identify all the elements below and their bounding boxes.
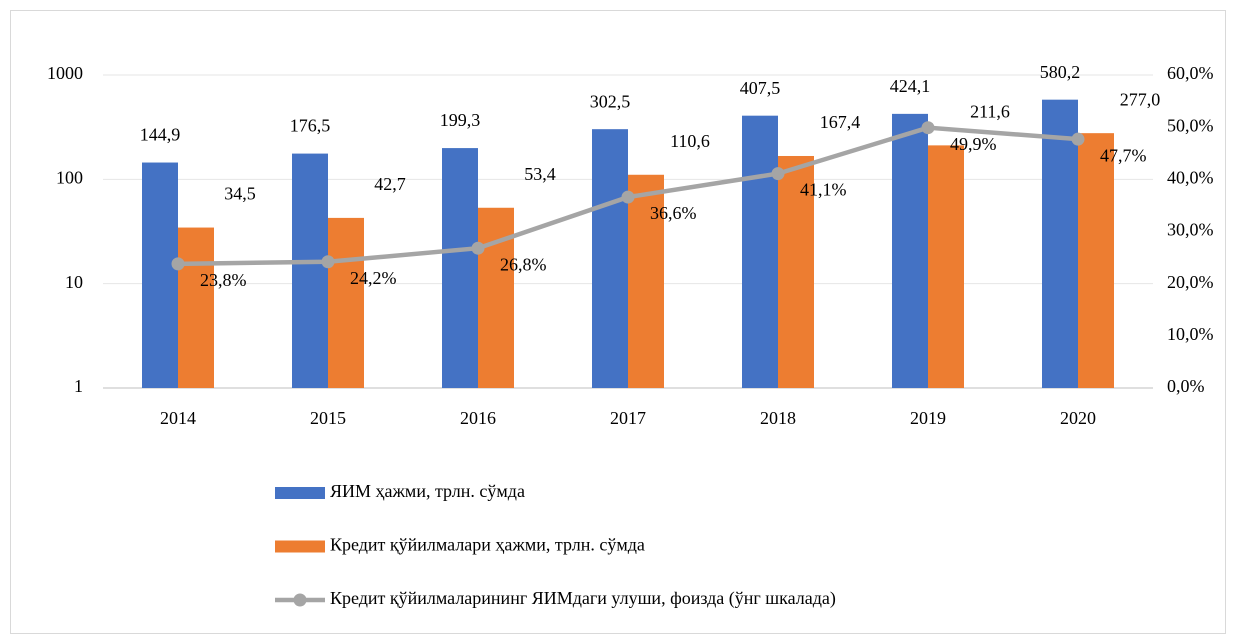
legend-label: Кредит қўйилмалари ҳажми, трлн. сўмда [330, 535, 645, 555]
bar [778, 155, 814, 388]
data-label: 36,6% [650, 203, 697, 223]
y2-tick-label: 0,0% [1167, 376, 1205, 396]
y2-tick-label: 20,0% [1167, 272, 1214, 292]
x-tick-label: 2017 [610, 408, 646, 428]
bar [1078, 133, 1114, 388]
y2-tick-label: 10,0% [1167, 324, 1214, 344]
bar [892, 113, 928, 388]
y-tick-label: 10 [65, 272, 83, 292]
data-label: 42,7 [374, 174, 406, 194]
data-label: 176,5 [290, 116, 331, 136]
data-label: 26,8% [500, 254, 547, 274]
x-tick-label: 2015 [310, 408, 346, 428]
y2-tick-label: 50,0% [1167, 115, 1214, 135]
data-label: 41,1% [800, 180, 847, 200]
data-label: 167,4 [820, 112, 861, 132]
x-tick-label: 2014 [160, 408, 196, 428]
x-tick-label: 2016 [460, 408, 496, 428]
line-marker [621, 190, 635, 204]
bar [478, 207, 514, 388]
legend-swatch [293, 593, 307, 607]
line-marker [471, 241, 485, 255]
legend-swatch [275, 487, 325, 499]
y2-tick-label: 30,0% [1167, 220, 1214, 240]
bar [1042, 99, 1078, 389]
legend-label: ЯИМ ҳажми, трлн. сўмда [330, 481, 525, 501]
bar [292, 153, 328, 388]
bar [328, 217, 364, 388]
data-label: 424,1 [890, 76, 931, 96]
y2-tick-label: 60,0% [1167, 63, 1214, 83]
bar [592, 129, 628, 388]
legend-label: Кредит қўйилмаларининг ЯИМдаги улуши, фо… [330, 588, 836, 609]
data-label: 34,5 [224, 184, 256, 204]
data-label: 49,9% [950, 134, 997, 154]
y-tick-label: 1000 [47, 63, 83, 83]
bar [742, 115, 778, 388]
bar [628, 174, 664, 388]
x-tick-label: 2020 [1060, 408, 1096, 428]
data-label: 277,0 [1120, 89, 1161, 109]
data-label: 110,6 [670, 131, 710, 151]
data-label: 53,4 [524, 164, 556, 184]
data-label: 211,6 [970, 101, 1010, 121]
line-marker [771, 167, 785, 181]
line-marker [171, 257, 185, 271]
bar [142, 162, 178, 388]
y-tick-label: 100 [56, 167, 83, 187]
y-tick-label: 1 [74, 376, 83, 396]
y2-tick-label: 40,0% [1167, 167, 1214, 187]
data-label: 144,9 [140, 125, 181, 145]
legend-swatch [275, 540, 325, 553]
x-tick-label: 2018 [760, 408, 796, 428]
line-marker [321, 255, 335, 269]
data-label: 23,8% [200, 270, 247, 290]
data-label: 199,3 [440, 110, 481, 130]
bar [442, 148, 478, 388]
data-label: 407,5 [740, 78, 781, 98]
data-label: 47,7% [1100, 145, 1147, 165]
data-label: 24,2% [350, 268, 397, 288]
data-label: 580,2 [1040, 62, 1081, 82]
data-label: 302,5 [590, 91, 631, 111]
bar [928, 145, 964, 388]
x-tick-label: 2019 [910, 408, 946, 428]
line-marker [921, 121, 935, 135]
bar [178, 227, 214, 388]
line-marker [1071, 132, 1085, 146]
